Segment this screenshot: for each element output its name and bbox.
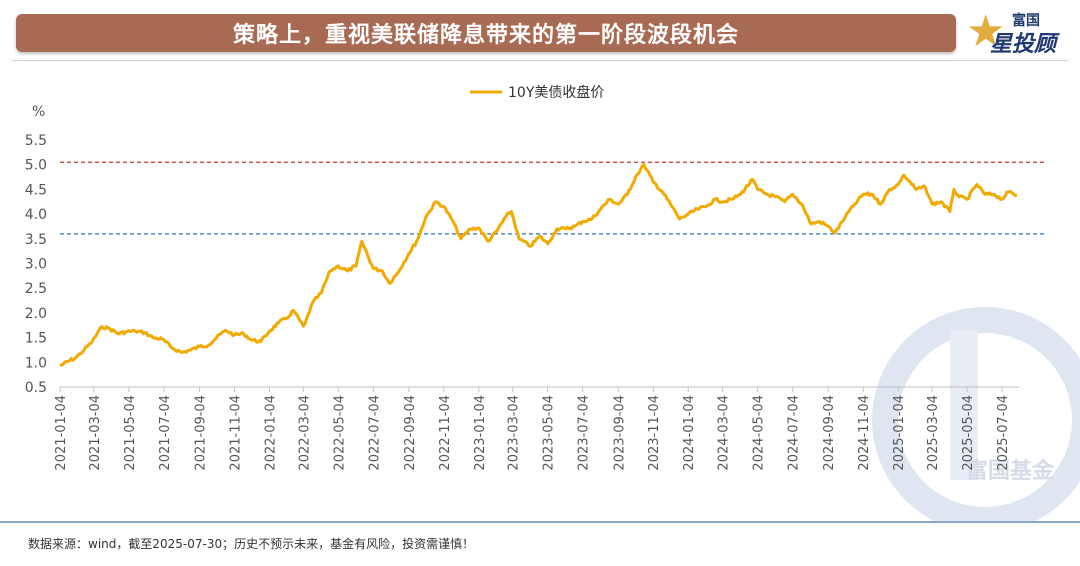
y-tick-label: 4.0: [25, 207, 47, 223]
x-tick-label: 2021-07-04: [158, 395, 173, 471]
y-tick-label: 4.5: [25, 182, 47, 198]
watermark: 富国基金: [872, 307, 1080, 521]
y-tick-label: 3.0: [25, 257, 47, 273]
x-tick-label: 2023-07-04: [577, 395, 592, 471]
y-tick-label: 0.5: [25, 380, 47, 396]
footer-note: 数据来源：wind，截至2025-07-30；历史不预示未来，基金有风险，投资需…: [28, 537, 475, 551]
x-tick-label: 2024-03-04: [717, 395, 732, 471]
y-axis-unit: %: [32, 104, 45, 120]
logo-main-text: 星投顾: [990, 32, 1057, 57]
star-icon: ★: [966, 6, 1006, 57]
y-tick-label: 5.0: [25, 158, 47, 174]
x-tick-label: 2022-07-04: [367, 395, 382, 471]
x-tick-label: 2023-01-04: [473, 395, 488, 471]
x-tick-label: 2022-05-04: [332, 395, 347, 471]
y-tick-label: 2.5: [25, 281, 47, 297]
x-tick-label: 2021-03-04: [88, 395, 103, 471]
watermark-ring: [872, 307, 1080, 521]
x-tick-label: 2025-05-04: [961, 395, 976, 471]
x-tick-label: 2023-11-04: [647, 395, 662, 471]
y-tick-label: 5.5: [25, 133, 47, 149]
x-tick-label: 2024-01-04: [682, 395, 697, 471]
x-tick-label: 2021-05-04: [123, 395, 138, 471]
page-title: 策略上，重视美联储降息带来的第一阶段波段机会: [232, 23, 739, 48]
x-tick-label: 2025-03-04: [926, 395, 941, 471]
logo-top-text: 富国: [1012, 13, 1040, 29]
x-tick-label: 2023-03-04: [507, 395, 522, 471]
y-tick-label: 3.5: [25, 232, 47, 248]
x-tick-label: 2023-09-04: [612, 395, 627, 471]
y-tick-label: 2.0: [25, 306, 47, 322]
x-tick-label: 2023-05-04: [542, 395, 557, 471]
x-tick-label: 2025-07-04: [996, 395, 1011, 471]
x-tick-label: 2024-07-04: [787, 395, 802, 471]
watermark-bar: [950, 330, 978, 480]
watermark-text: 富国基金: [966, 458, 1055, 484]
x-tick-label: 2024-11-04: [857, 395, 872, 471]
y-tick-label: 1.0: [25, 355, 47, 371]
series-line-10y: [59, 163, 1018, 368]
x-tick-label: 2024-05-04: [752, 395, 767, 471]
x-tick-label: 2024-09-04: [822, 395, 837, 471]
legend-label: 10Y美债收盘价: [508, 84, 604, 101]
x-tick-label: 2022-09-04: [403, 395, 418, 471]
brand-logo: ★ 富国 星投顾: [966, 6, 1074, 58]
chart-legend: 10Y美债收盘价: [470, 84, 604, 101]
header-divider: [12, 60, 1068, 61]
x-tick-label: 2022-11-04: [438, 395, 453, 471]
x-tick-label: 2021-11-04: [228, 395, 243, 471]
x-tick-label: 2021-01-04: [54, 395, 69, 471]
x-tick-label: 2022-01-04: [263, 395, 278, 471]
title-banner: 策略上，重视美联储降息带来的第一阶段波段机会: [16, 14, 956, 52]
x-tick-label: 2021-09-04: [193, 395, 208, 471]
x-tick-label: 2025-01-04: [892, 395, 907, 471]
footer-divider: [0, 521, 1080, 523]
yield-line-chart: 富国基金 0.5 1.0 1.5 2.0 2.5 3.0 3.5 4.0 4.5 5.0 5.5% 2…: [25, 84, 1080, 521]
x-tick-label: 2022-03-04: [297, 395, 312, 471]
y-tick-label: 1.5: [25, 331, 47, 347]
